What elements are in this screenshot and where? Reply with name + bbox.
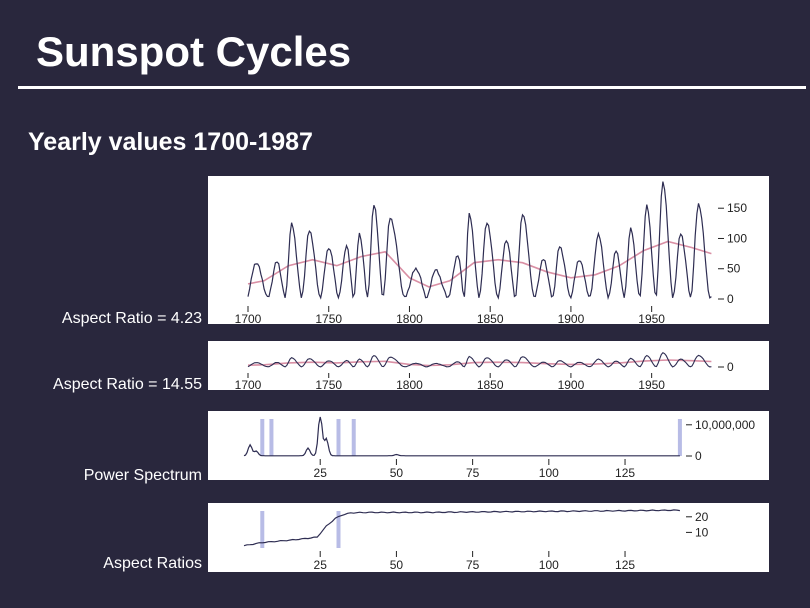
x-tick-label: 25 (314, 558, 328, 572)
x-tick-label: 50 (390, 558, 404, 572)
sunspot-series-line (247, 351, 712, 368)
y-tick-label: 50 (727, 262, 741, 276)
x-tick-label: 1800 (396, 378, 423, 390)
power-spectrum-line (243, 416, 680, 457)
x-tick-label: 1850 (477, 312, 504, 324)
panel4-label: Aspect Ratios (103, 555, 202, 572)
sunspot-chart-aspect-14-svg: 1700 1750 1800 1850 1900 1950 0 (235, 351, 734, 390)
aspect-ratios-chart: 25 50 75 100 125 10 20 (208, 503, 769, 572)
x-tick-label: 1900 (558, 378, 585, 390)
highlight-band (677, 419, 682, 456)
smooth-trend-line (247, 240, 712, 288)
aspect-ratio-line (243, 509, 680, 547)
y-tick-label: 100 (727, 231, 747, 245)
x-tick-label: 75 (466, 558, 480, 572)
x-tick-label: 1850 (477, 378, 504, 390)
y-tick-label: 0 (727, 292, 734, 306)
x-tick-label: 1750 (315, 378, 342, 390)
x-tick-label: 1750 (315, 312, 342, 324)
x-tick-label: 25 (314, 466, 328, 480)
y-tick-label: 10 (695, 525, 709, 539)
y-tick-label: 150 (727, 201, 747, 215)
title-divider (18, 86, 806, 89)
highlight-band (260, 419, 265, 456)
highlight-band (351, 419, 356, 456)
power-spectrum-svg: 25 50 75 100 125 10,000,000 0 (243, 416, 755, 480)
x-tick-label: 1700 (235, 378, 262, 390)
panel1-label: Aspect Ratio = 4.23 (61, 310, 202, 327)
slide-subtitle: Yearly values 1700-1987 (28, 128, 313, 156)
panel3-label: Power Spectrum (83, 467, 202, 484)
y-tick-label: 10,000,000 (695, 418, 755, 432)
y-tick-label: 0 (727, 360, 734, 374)
highlight-band (269, 419, 274, 456)
power-spectrum-chart: 25 50 75 100 125 10,000,000 0 (208, 411, 769, 480)
x-tick-label: 1800 (396, 312, 423, 324)
y-tick-label: 0 (695, 449, 702, 463)
x-tick-label: 75 (466, 466, 480, 480)
smooth-trend-line (247, 359, 712, 367)
x-tick-label: 50 (390, 466, 404, 480)
highlight-band (336, 511, 341, 548)
sunspot-chart-aspect-4-svg: 1700 1750 1800 1850 1900 1950 0 50 100 150 (235, 181, 747, 324)
panel2-label: Aspect Ratio = 14.55 (53, 376, 202, 393)
sunspot-chart-aspect-14: 1700 1750 1800 1850 1900 1950 0 (208, 341, 769, 390)
sunspot-series-line (247, 181, 712, 301)
x-tick-label: 100 (539, 466, 559, 480)
x-tick-label: 1700 (235, 312, 262, 324)
x-tick-label: 1950 (638, 378, 665, 390)
x-tick-label: 125 (615, 466, 635, 480)
y-tick-label: 20 (695, 510, 709, 524)
x-tick-label: 1950 (638, 312, 665, 324)
x-tick-label: 100 (539, 558, 559, 572)
slide-title: Sunspot Cycles (36, 28, 352, 75)
highlight-band (260, 511, 265, 548)
highlight-band (336, 419, 341, 456)
x-tick-label: 125 (615, 558, 635, 572)
x-tick-label: 1900 (558, 312, 585, 324)
sunspot-chart-aspect-4: 1700 1750 1800 1850 1900 1950 0 50 100 150 (208, 176, 769, 324)
